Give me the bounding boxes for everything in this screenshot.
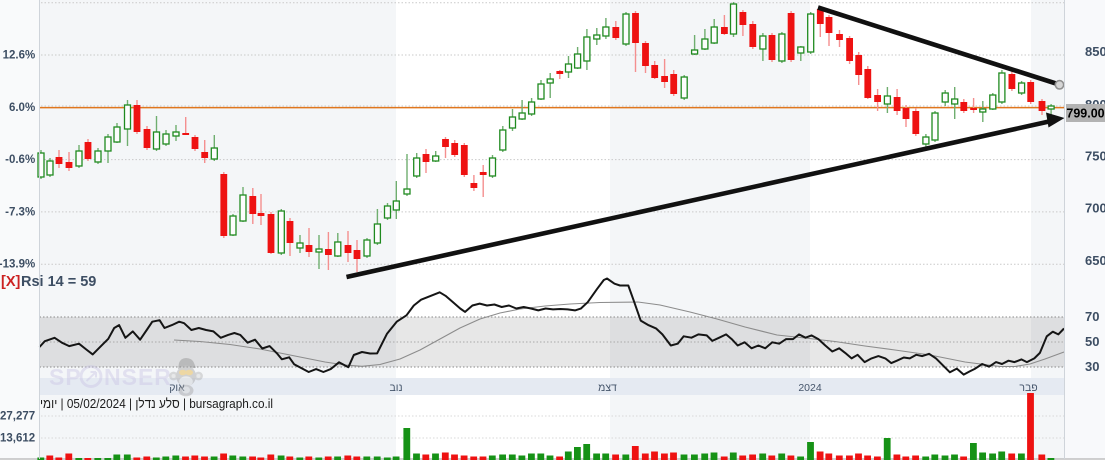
svg-text:700: 700 [1085,201,1105,216]
svg-text:NSER: NSER [104,364,172,390]
svg-text:70: 70 [1085,309,1099,324]
svg-text:פבר: פבר [1019,382,1037,394]
svg-text:6.0%: 6.0% [9,102,35,114]
svg-text:-13.9%: -13.9% [0,259,35,271]
svg-text:850: 850 [1085,44,1105,59]
svg-text:SP: SP [49,364,82,390]
svg-text:[X]: [X] [1,274,21,290]
svg-text:12.6%: 12.6% [3,50,36,62]
svg-text:750: 750 [1085,148,1105,163]
svg-text:2024: 2024 [798,382,822,394]
svg-text:650: 650 [1085,253,1105,268]
svg-text:דצמ: דצמ [598,382,617,394]
svg-text:30: 30 [1085,359,1099,374]
svg-text:13,612: 13,612 [0,433,35,445]
svg-text:-7.3%: -7.3% [5,206,35,218]
svg-text:799.00: 799.00 [1066,107,1104,121]
svg-text:-0.6%: -0.6% [5,154,35,166]
svg-text:‎יומי‎ | 05/02/2024 | ‎סלע נדל: ‎יומי‎ | 05/02/2024 | ‎סלע נדלן‎ | bursa… [40,396,273,411]
svg-text:50: 50 [1085,334,1099,349]
svg-text:נוב: נוב [389,382,402,394]
svg-text:אוק: אוק [169,382,185,394]
svg-text:Rsi 14 = 59: Rsi 14 = 59 [21,274,96,290]
svg-text:27,277: 27,277 [0,411,35,423]
